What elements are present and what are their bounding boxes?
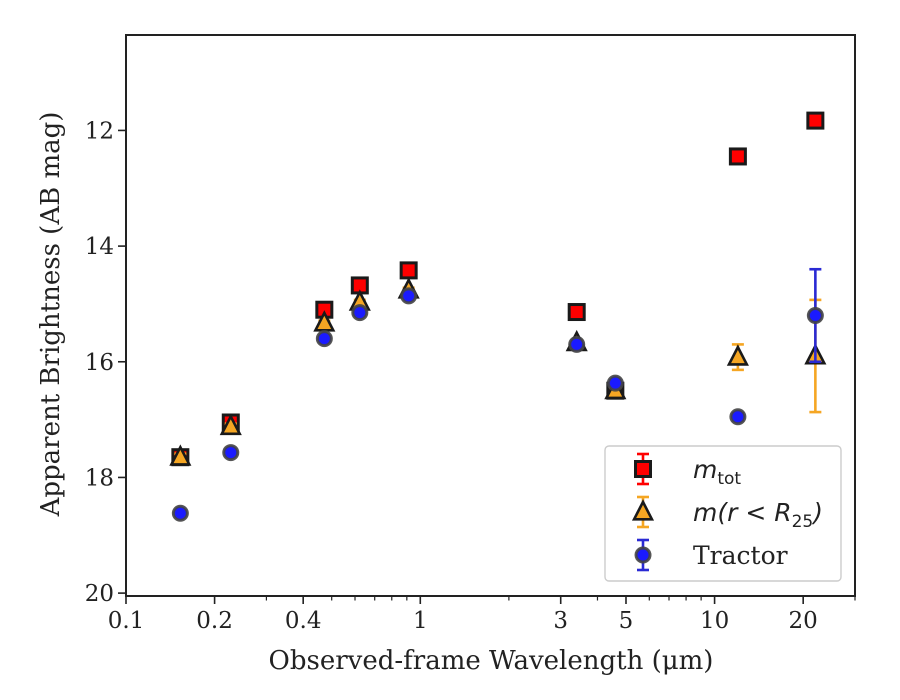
x-tick-label: 0.4	[285, 608, 322, 634]
plot-frame	[125, 34, 856, 597]
data-point	[567, 303, 586, 322]
data-point	[315, 330, 333, 348]
data-point	[606, 374, 624, 392]
y-axis-label: Apparent Brightness (AB mag)	[36, 112, 66, 518]
y-tick-label: 14	[85, 234, 114, 260]
series-triangle	[169, 277, 827, 466]
legend-entry: m(r < R25)	[631, 495, 823, 532]
data-point	[169, 444, 192, 466]
legend-label: mtot	[693, 455, 741, 489]
legend-marker	[634, 460, 652, 478]
y-tick-label: 18	[85, 465, 114, 491]
data-point	[568, 335, 586, 353]
legend-entry: mtot	[634, 452, 741, 489]
data-point	[351, 304, 369, 322]
data-point	[399, 261, 418, 280]
plot-area: 0.1 0.2 0.4 1 3 5 10 20 12 14 16 18 20	[85, 34, 856, 634]
legend-label: m(r < R25)	[693, 498, 823, 532]
data-point	[400, 287, 418, 305]
x-tick-label: 0.2	[196, 608, 233, 634]
x-tick-label: 20	[789, 608, 818, 634]
data-point	[726, 344, 749, 366]
legend-entry: Tractor	[634, 538, 788, 572]
legend-marker	[631, 499, 655, 521]
y-tick-label: 20	[85, 581, 114, 607]
x-tick-label: 1	[413, 608, 428, 634]
series-circle	[171, 267, 824, 522]
data-point	[222, 444, 240, 462]
data-point	[729, 408, 747, 426]
y-tick-label: 16	[85, 350, 114, 376]
x-tick-label: 5	[619, 608, 634, 634]
x-tick-label: 0.1	[108, 608, 145, 634]
legend-marker	[634, 546, 652, 564]
data-point	[171, 504, 189, 522]
data-point	[806, 111, 825, 130]
legend-box	[604, 445, 842, 582]
legend: mtot m(r < R25) Tractor	[604, 445, 842, 582]
x-tick-label: 10	[700, 608, 729, 634]
x-tick-label: 3	[553, 608, 568, 634]
data-point	[219, 413, 242, 436]
data-point	[728, 147, 747, 166]
series-square	[171, 111, 825, 467]
y-tick-label: 12	[85, 118, 114, 144]
legend-label: Tractor	[693, 541, 788, 570]
data-point	[806, 307, 824, 324]
x-axis-label: Observed-frame Wavelength (μm)	[269, 646, 714, 676]
